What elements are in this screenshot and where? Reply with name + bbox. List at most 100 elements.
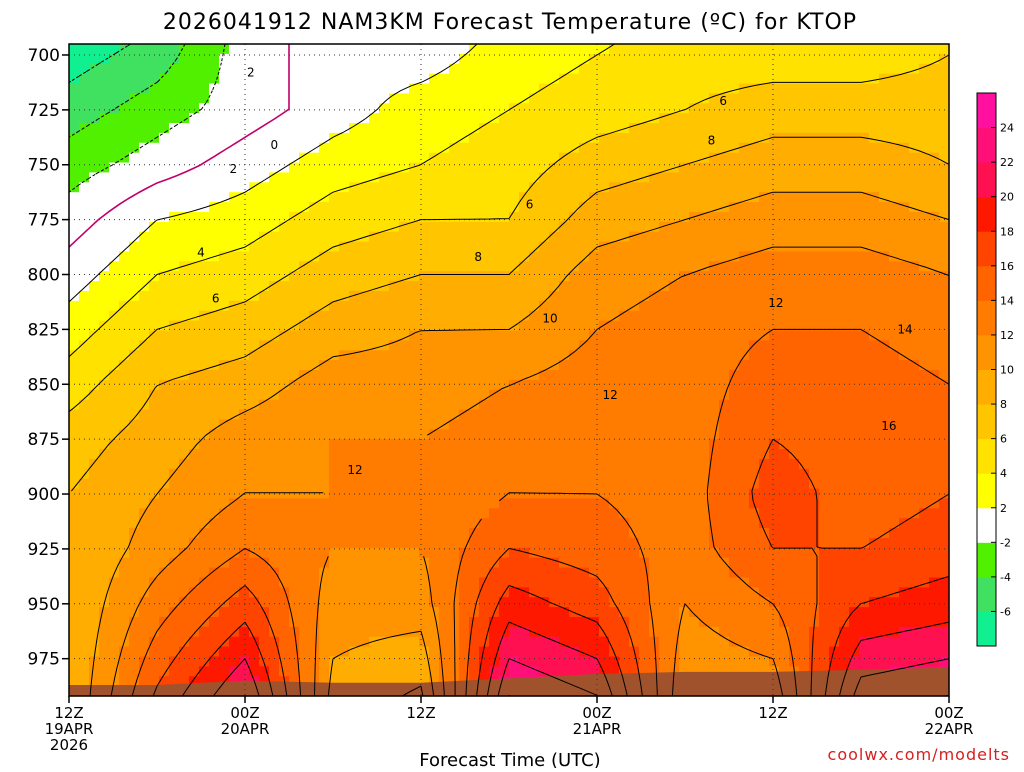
field-cell [629,182,640,193]
field-cell [479,320,490,332]
field-cell [229,616,240,628]
field-cell [509,251,520,262]
field-cell [359,320,370,332]
field-cell [559,182,570,193]
field-cell [469,439,480,450]
field-cell [179,646,190,658]
field-cell [79,646,90,658]
field-cell [609,310,620,322]
field-cell [729,73,740,85]
field-cell [179,192,190,203]
field-cell [99,587,110,598]
field-cell [629,478,640,490]
field-cell [539,389,550,401]
field-cell [219,399,230,411]
field-cell [649,340,660,351]
field-cell [169,528,180,539]
field-cell [309,370,320,381]
field-cell [589,370,600,381]
field-cell [209,666,220,677]
field-cell [509,63,520,75]
field-cell [89,53,100,65]
field-cell [659,251,670,262]
field-cell [799,597,810,608]
field-cell [329,607,340,618]
field-cell [809,300,820,312]
field-cell [419,676,430,687]
field-cell [549,142,560,154]
field-cell [509,132,520,144]
field-cell [89,142,100,154]
field-cell [329,320,340,332]
field-cell [639,44,650,55]
field-cell [299,231,310,243]
field-cell [109,182,120,193]
field-cell [739,281,750,292]
field-cell [579,587,590,598]
field-cell [299,409,310,420]
field-cell [329,152,340,164]
field-cell [249,646,260,658]
field-cell [249,241,260,253]
field-cell [649,616,660,628]
field-cell [819,142,830,154]
field-cell [779,182,790,193]
field-cell [679,626,690,638]
field-cell [679,537,690,549]
field-cell [529,587,540,598]
field-cell [689,557,700,569]
field-cell [579,290,590,302]
field-cell [149,73,160,85]
field-cell [409,567,420,579]
field-cell [759,53,770,65]
field-cell [259,616,270,628]
field-cell [809,132,820,144]
field-cell [299,478,310,490]
field-cell [209,439,220,450]
field-cell [719,103,730,114]
field-cell [749,528,760,539]
field-cell [629,103,640,114]
field-cell [179,231,190,243]
field-cell [419,340,430,351]
field-cell [349,211,360,223]
field-cell [339,360,350,371]
field-cell [429,172,440,183]
field-cell [789,389,800,401]
field-cell [699,587,710,598]
field-cell [389,399,400,411]
field-cell [229,360,240,371]
field-cell [369,231,380,243]
field-cell [379,587,390,598]
field-cell [479,142,490,154]
field-cell [189,320,200,332]
field-cell [719,597,730,608]
field-cell [149,666,160,677]
field-cell [729,271,740,282]
field-cell [509,607,520,618]
field-cell [609,458,620,470]
field-cell [169,172,180,183]
field-cell [109,449,120,460]
field-cell [759,310,770,322]
field-cell [399,162,410,174]
field-cell [119,360,130,371]
field-cell [589,547,600,559]
field-cell [89,557,100,569]
field-cell [799,231,810,243]
field-cell [169,587,180,598]
field-cell [669,646,680,658]
field-cell [659,83,670,94]
field-cell [99,261,110,272]
field-cell [319,508,330,519]
field-cell [279,290,290,302]
field-cell [529,607,540,618]
field-cell [149,498,160,509]
field-cell [279,152,290,164]
field-cell [159,44,170,55]
field-cell [219,498,230,509]
field-cell [589,281,600,292]
field-cell [99,419,110,430]
field-cell [429,211,440,223]
field-cell [69,646,80,658]
